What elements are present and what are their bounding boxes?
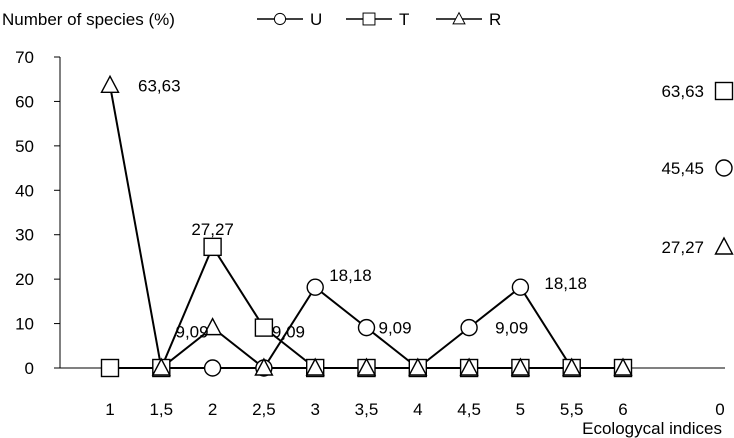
point-R-2	[202, 317, 223, 336]
point-R-6	[408, 357, 428, 376]
point-U-5	[357, 318, 376, 337]
x-tick-label: 6	[618, 400, 627, 419]
point-R-8	[510, 357, 531, 376]
y-axis-title: Number of species (%)	[2, 10, 175, 29]
data-label: 9,09	[379, 319, 412, 338]
data-label: 9,09	[176, 323, 209, 342]
point-U-7	[460, 318, 478, 337]
right-annotation-label: 27,27	[661, 238, 704, 257]
point-T-2	[203, 237, 222, 257]
right-annotation-label: 63,63	[661, 82, 704, 101]
point-U-4	[306, 278, 324, 296]
right-annotation-marker-U	[715, 159, 733, 177]
x-tick-label: 4,5	[457, 400, 481, 419]
x-tick-label: 1,5	[149, 400, 173, 419]
legend-label-R: R	[489, 10, 501, 29]
legend-marker-U	[273, 12, 287, 26]
data-label: 63,63	[138, 76, 181, 95]
x-tick-label: 4	[413, 400, 422, 419]
series-line-T	[110, 244, 623, 369]
legend-label-U: U	[310, 10, 322, 29]
x-axis-title: Ecologycal indices	[582, 419, 722, 438]
data-label: 9,09	[272, 323, 305, 342]
point-R-3	[254, 357, 274, 376]
x-tick-label: 5,5	[560, 400, 584, 419]
x-tick-label: 2	[208, 400, 217, 419]
y-tick-label: 30	[15, 226, 34, 245]
point-R-1	[151, 357, 171, 376]
point-R-7	[459, 357, 479, 376]
y-tick-label: 50	[15, 137, 34, 156]
data-labels: 63,63 27,27 9,09 9,09 18,18 9,09 9,09 18,18	[138, 76, 587, 341]
point-T-0	[100, 358, 120, 378]
point-R-9	[562, 357, 582, 376]
x-tick-label: 3	[310, 400, 319, 419]
right-annotations: 63,63 45,45 27,27	[661, 81, 734, 257]
point-R-4	[305, 357, 325, 376]
y-tick-label: 60	[15, 92, 34, 111]
point-U-2	[203, 359, 222, 377]
point-T-3	[254, 318, 274, 337]
legend-marker-T	[362, 12, 376, 26]
y-axis: 0 10 20 30 40 50 60 70	[15, 48, 61, 378]
x-tick-label: 1	[105, 400, 114, 419]
right-annotation-marker-R	[714, 236, 734, 255]
y-tick-label: 20	[15, 270, 34, 289]
point-R-10	[613, 357, 633, 376]
data-label: 27,27	[191, 220, 234, 239]
y-tick-label: 0	[25, 359, 34, 378]
point-R-5	[356, 357, 377, 376]
y-tick-label: 10	[15, 315, 34, 334]
x-tick-label: 5	[516, 400, 525, 419]
point-U-8	[511, 278, 530, 296]
y-tick-label: 40	[15, 181, 34, 200]
right-annotation-label: 45,45	[661, 159, 704, 178]
x-tick-label: 0	[715, 400, 724, 419]
data-label: 9,09	[495, 319, 528, 338]
data-label: 18,18	[329, 266, 372, 285]
legend-marker-R	[452, 11, 466, 25]
series-line-U	[161, 285, 623, 370]
data-label: 18,18	[544, 274, 587, 293]
point-R-0	[100, 74, 120, 94]
x-tick-label: 3,5	[355, 400, 379, 419]
x-tick-label: 2,5	[252, 400, 276, 419]
y-tick-label: 70	[15, 48, 34, 67]
data-markers	[100, 74, 633, 378]
right-annotation-marker-T	[714, 81, 734, 101]
legend-label-T: T	[399, 10, 409, 29]
